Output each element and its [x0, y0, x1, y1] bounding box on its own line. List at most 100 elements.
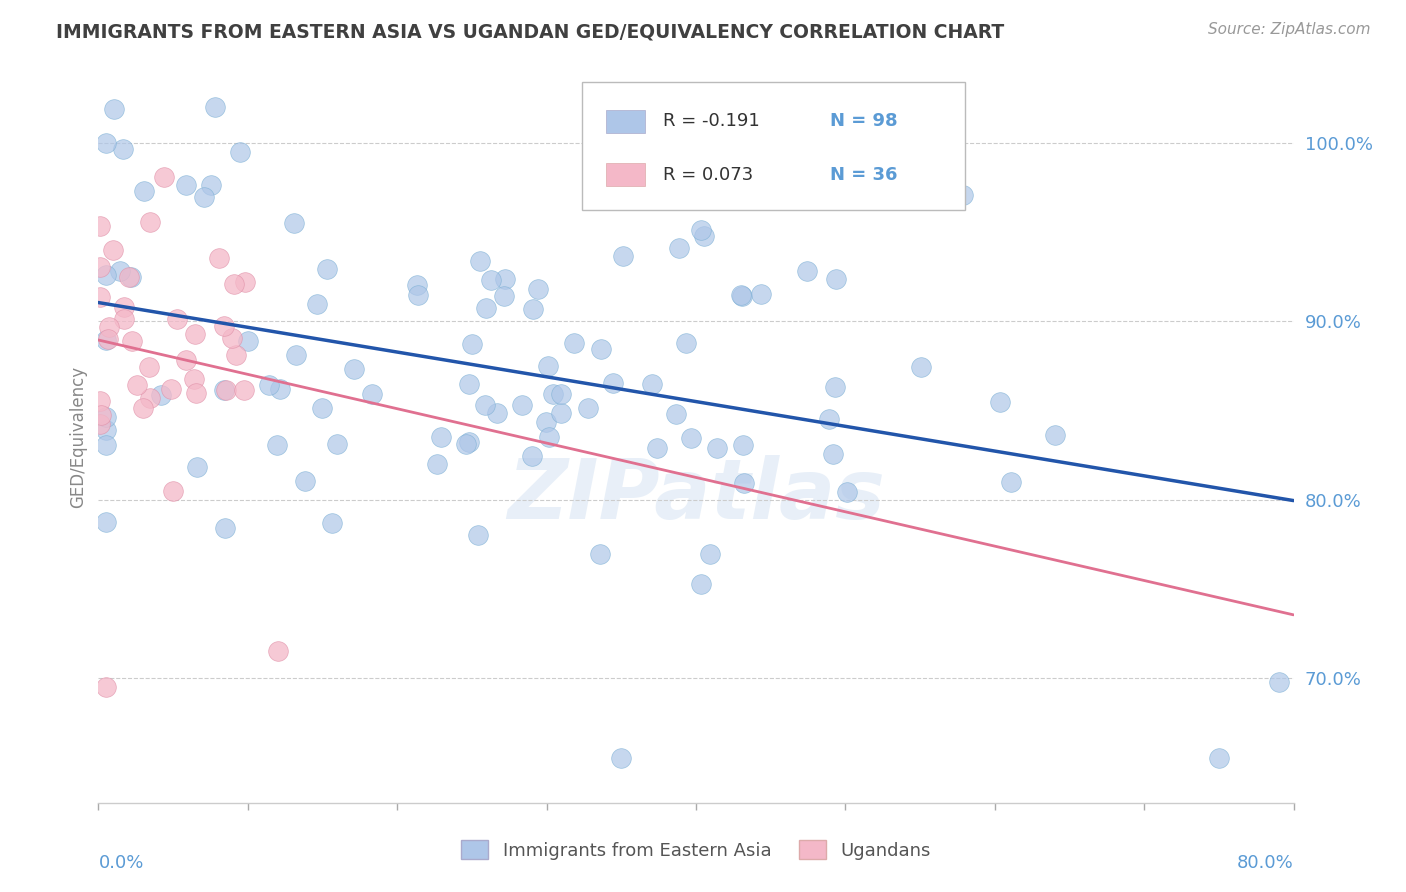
Point: [208, 251, 231, 265]
Y-axis label: GED/Equivalency: GED/Equivalency: [69, 366, 87, 508]
Point: [550, 387, 572, 401]
Point: [138, 359, 160, 374]
Point: [731, 438, 754, 452]
Point: [112, 311, 135, 326]
Point: [121, 334, 143, 349]
Point: [706, 441, 728, 455]
Point: [474, 398, 496, 412]
Point: [467, 527, 489, 541]
Point: [733, 476, 755, 491]
Point: [89, 290, 111, 304]
Text: N = 36: N = 36: [830, 166, 897, 184]
Point: [494, 288, 516, 302]
Point: [94, 410, 117, 425]
Point: [232, 383, 254, 397]
Point: [269, 382, 291, 396]
Text: ZIPatlas: ZIPatlas: [508, 455, 884, 536]
Text: Source: ZipAtlas.com: Source: ZipAtlas.com: [1208, 22, 1371, 37]
Text: IMMIGRANTS FROM EASTERN ASIA VS UGANDAN GED/EQUIVALENCY CORRELATION CHART: IMMIGRANTS FROM EASTERN ASIA VS UGANDAN …: [56, 22, 1004, 41]
Point: [225, 348, 247, 362]
Text: R = -0.191: R = -0.191: [662, 112, 759, 130]
Point: [693, 228, 716, 243]
Point: [200, 178, 222, 193]
Point: [430, 430, 453, 444]
Point: [458, 377, 481, 392]
Point: [610, 751, 633, 765]
Point: [89, 260, 111, 275]
Point: [361, 387, 384, 401]
Point: [222, 277, 245, 291]
Point: [204, 100, 226, 114]
Point: [285, 348, 308, 362]
Point: [162, 484, 184, 499]
Point: [952, 188, 974, 202]
Point: [160, 382, 183, 396]
Point: [186, 460, 208, 475]
Point: [94, 268, 117, 282]
Point: [97, 332, 120, 346]
Point: [184, 386, 207, 401]
Point: [294, 474, 316, 488]
Point: [578, 401, 600, 415]
Point: [675, 335, 697, 350]
Point: [321, 516, 343, 531]
Point: [283, 216, 305, 230]
Point: [139, 215, 162, 229]
Text: N = 98: N = 98: [830, 112, 897, 130]
Point: [537, 359, 560, 374]
Point: [174, 352, 197, 367]
Point: [214, 318, 236, 333]
Point: [139, 392, 162, 406]
Point: [602, 376, 624, 391]
Point: [641, 376, 664, 391]
Point: [731, 289, 754, 303]
Point: [127, 378, 149, 392]
Point: [479, 273, 502, 287]
Point: [103, 244, 125, 258]
Point: [425, 458, 447, 472]
Point: [824, 272, 846, 286]
Point: [149, 388, 172, 402]
Point: [454, 437, 477, 451]
Point: [94, 438, 117, 452]
Point: [537, 430, 560, 444]
Point: [1267, 674, 1289, 689]
Point: [474, 301, 496, 315]
Point: [233, 276, 256, 290]
Point: [89, 417, 111, 431]
Point: [749, 287, 772, 301]
Point: [112, 300, 135, 314]
Point: [214, 384, 236, 398]
FancyBboxPatch shape: [582, 82, 965, 211]
Point: [121, 270, 143, 285]
Point: [94, 680, 117, 694]
Point: [112, 142, 135, 156]
Point: [221, 331, 243, 345]
Point: [152, 169, 174, 184]
Point: [468, 254, 491, 268]
Point: [305, 297, 328, 311]
Point: [311, 401, 333, 416]
Bar: [606, 163, 644, 186]
Point: [267, 644, 290, 658]
Point: [166, 311, 188, 326]
Point: [174, 178, 197, 192]
Legend: Immigrants from Eastern Asia, Ugandans: Immigrants from Eastern Asia, Ugandans: [454, 833, 938, 867]
Point: [343, 362, 366, 376]
Point: [1000, 475, 1022, 489]
Point: [689, 223, 711, 237]
Point: [589, 547, 612, 561]
Point: [835, 484, 858, 499]
Text: R = 0.073: R = 0.073: [662, 166, 752, 184]
Point: [824, 380, 846, 394]
Point: [183, 372, 205, 386]
Point: [94, 334, 117, 348]
Point: [485, 406, 508, 420]
Text: 0.0%: 0.0%: [98, 854, 143, 872]
Point: [89, 219, 111, 233]
Text: 80.0%: 80.0%: [1237, 854, 1294, 872]
Point: [655, 112, 678, 126]
Point: [325, 437, 347, 451]
Bar: [606, 110, 644, 133]
Point: [796, 264, 818, 278]
